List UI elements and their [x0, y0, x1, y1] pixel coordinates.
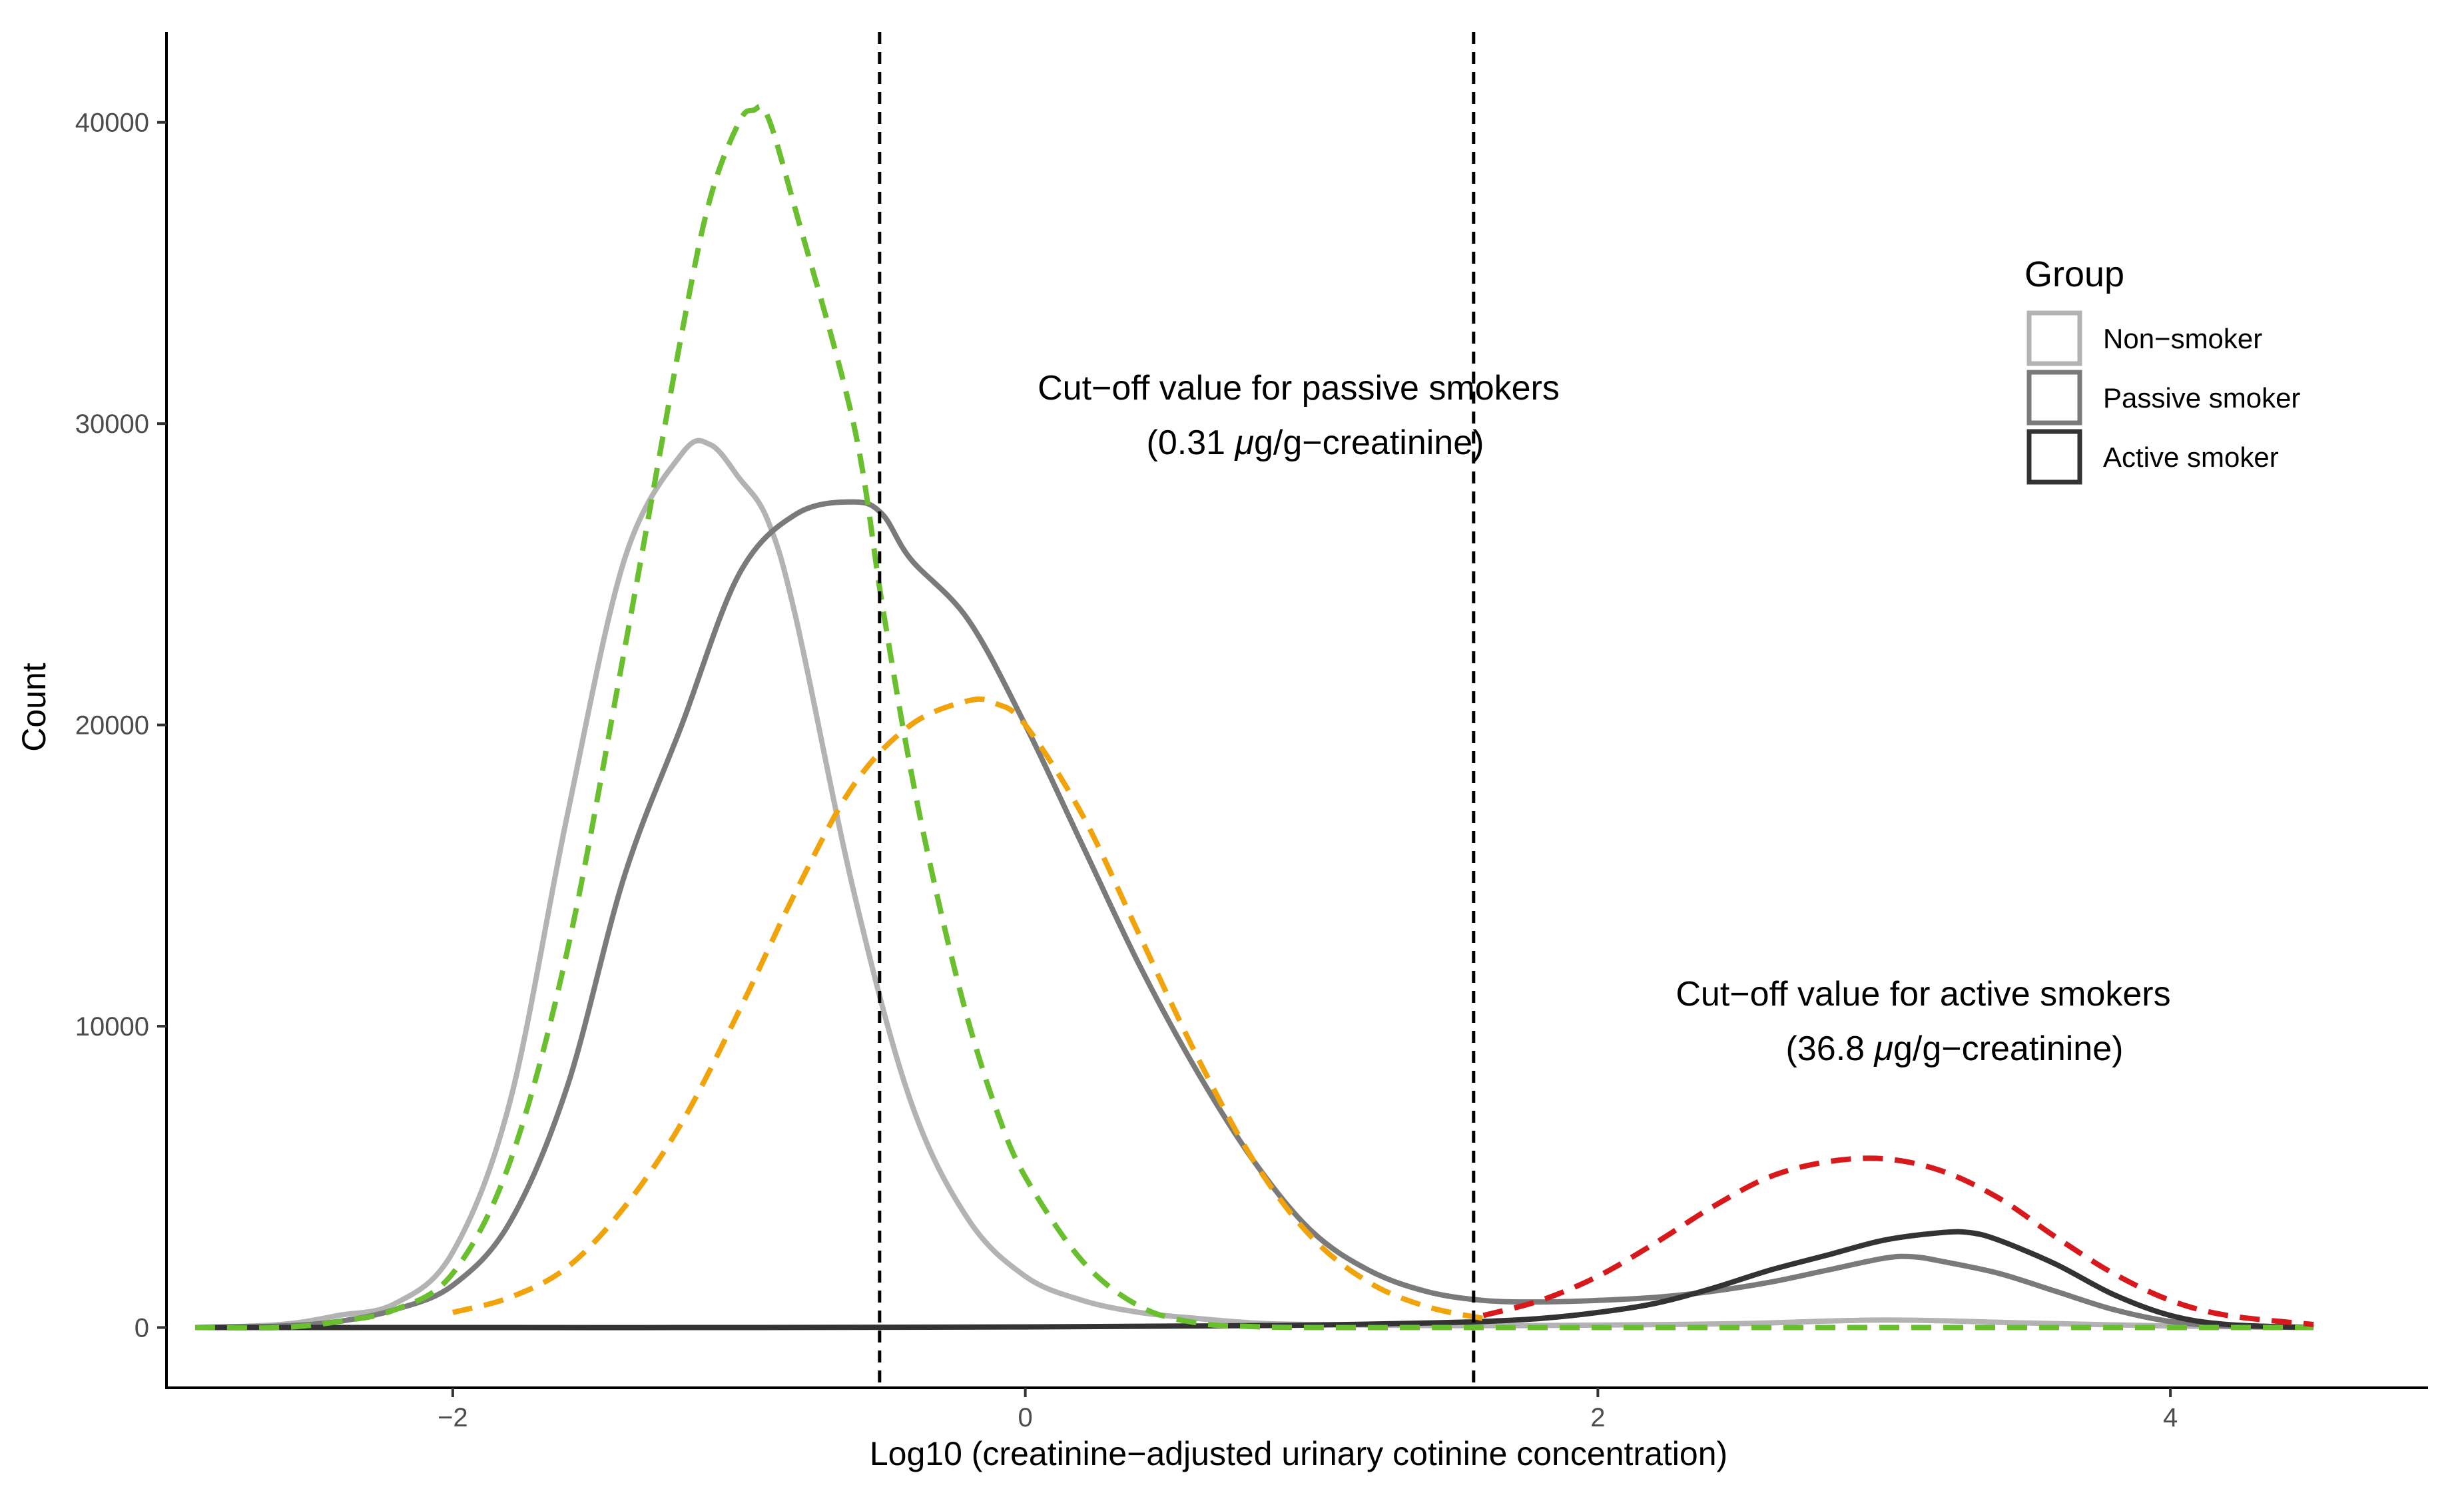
x-tick-label: 0: [1018, 1403, 1032, 1432]
series-line-non-smoker-fit: [194, 103, 2314, 1331]
plot-area: [194, 32, 2314, 1388]
y-tick-label: 0: [135, 1314, 149, 1343]
x-axis-ticks: −2 0 2 4: [438, 1388, 2178, 1432]
series-line-active-smoker-fit: [1482, 1155, 2314, 1327]
series-line-active-smoker: [194, 1229, 2314, 1331]
y-tick-label: 20000: [75, 711, 149, 741]
passive-cutoff-annotation-line1: Cut−off value for passive smokers: [1038, 369, 1560, 408]
legend-key-passive-smoker: [2026, 370, 2082, 426]
y-tick-label: 40000: [75, 109, 149, 138]
passive-cutoff-annotation-line2: (0.31 μg/g−creatinine): [1147, 424, 1484, 462]
y-axis-ticks: 0 10000 20000 30000 40000: [75, 109, 166, 1343]
series-line-non-smoker: [194, 438, 2314, 1331]
legend-label-passive-smoker: Passive smoker: [2103, 382, 2300, 414]
legend-title: Group: [2024, 254, 2124, 294]
active-cutoff-annotation-line1: Cut−off value for active smokers: [1676, 975, 2170, 1014]
x-tick-label: −2: [438, 1403, 468, 1432]
x-tick-label: 2: [1590, 1403, 1605, 1432]
x-axis-title: Log10 (creatinine−adjusted urinary cotin…: [870, 1435, 1727, 1472]
series-line-passive-smoker-fit: [452, 696, 1484, 1321]
active-cutoff-annotation-line2: (36.8 μg/g−creatinine): [1786, 1030, 2124, 1068]
legend-key-active-smoker: [2026, 429, 2082, 485]
y-axis-title: Count: [15, 663, 53, 752]
x-tick-label: 4: [2163, 1403, 2178, 1432]
legend-label-non-smoker: Non−smoker: [2103, 323, 2262, 354]
legend: Group Non−smoker Passive smoker Active s…: [2024, 254, 2300, 485]
y-tick-label: 10000: [75, 1012, 149, 1041]
legend-label-active-smoker: Active smoker: [2103, 442, 2279, 473]
series-line-passive-smoker: [194, 499, 2314, 1331]
legend-key-non-smoker: [2026, 310, 2082, 366]
y-tick-label: 30000: [75, 410, 149, 439]
